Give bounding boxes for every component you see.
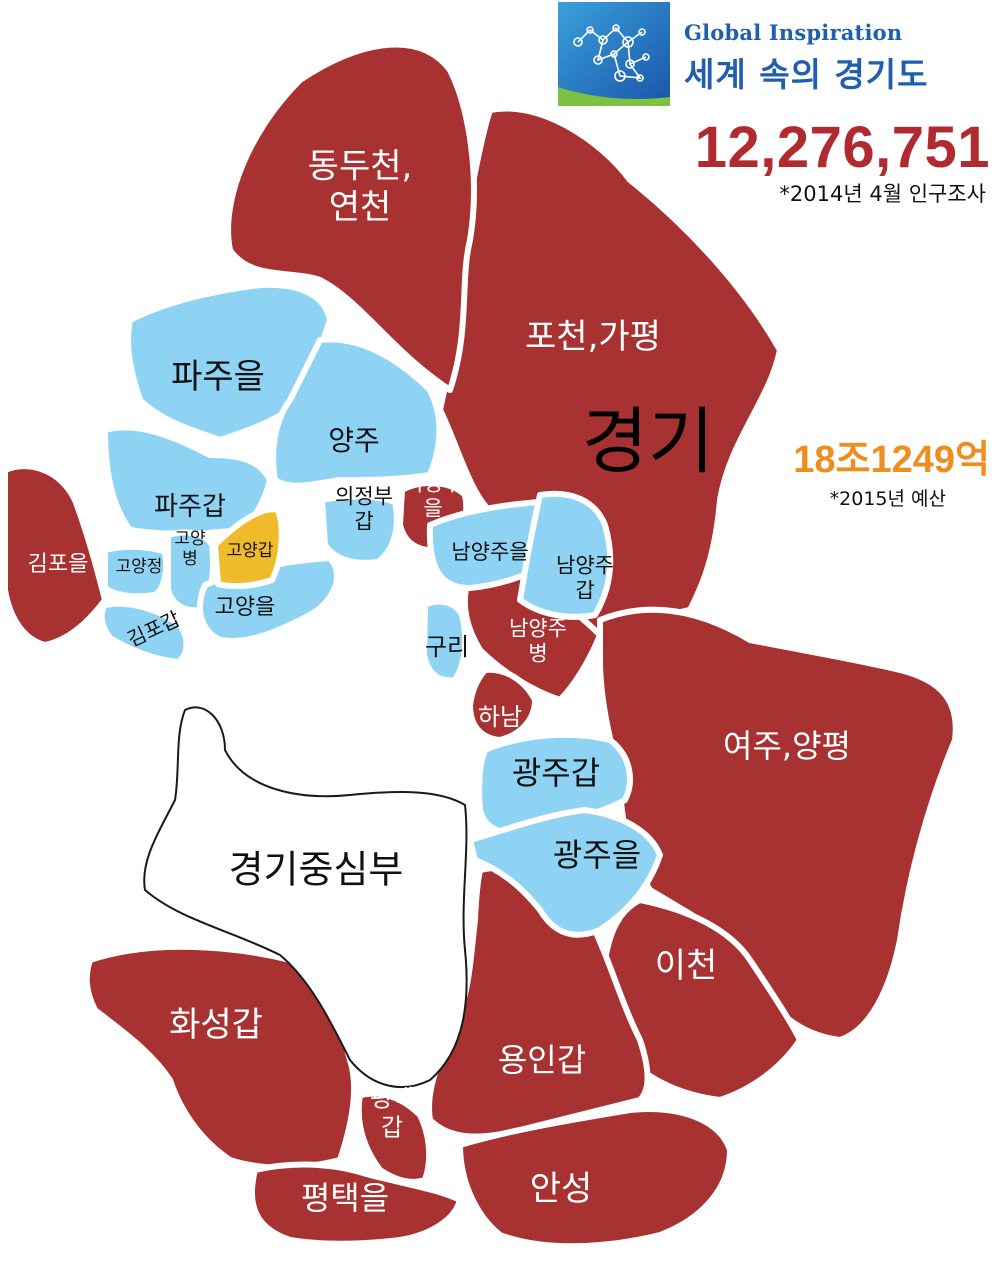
district-uijeongbu-eul-label: 의정부 을 bbox=[404, 471, 462, 520]
budget-note: *2015년 예산 bbox=[829, 488, 946, 510]
budget-value: 18조1249억 bbox=[793, 439, 990, 481]
district-gimpo-eul-label: 김포을 bbox=[28, 552, 89, 577]
district-icheon-label: 이천 bbox=[655, 946, 718, 986]
district-yongin-gap-label: 용인갑 bbox=[498, 1041, 586, 1079]
district-pyeongtaek-gap[interactable] bbox=[355, 1090, 433, 1185]
population-value: 12,276,751 bbox=[694, 115, 990, 180]
gyeonggi-center-region[interactable] bbox=[143, 706, 468, 1089]
district-gwangju-eul[interactable] bbox=[467, 807, 663, 938]
district-yangju-label: 양주 bbox=[328, 424, 380, 457]
district-goyang-eul-label: 고양을 bbox=[215, 595, 276, 620]
province-label: 경기 bbox=[582, 400, 714, 484]
district-dongducheon-yeoncheon-label: 동두천, 연천 bbox=[308, 146, 413, 227]
district-gwangju-eul-label: 광주을 bbox=[553, 836, 641, 874]
district-goyang-jeong-label: 고양정 bbox=[116, 557, 163, 577]
district-goyang-gap-label: 고양갑 bbox=[227, 541, 274, 561]
district-paju-eul-label: 파주을 bbox=[171, 357, 265, 397]
district-namyangju-gap-label: 남양주 갑 bbox=[556, 553, 614, 602]
population-note: *2014년 4월 인구조사 bbox=[779, 182, 986, 206]
district-goyang-byeong-label: 고양 병 bbox=[174, 529, 205, 569]
district-pyeongtaek-eul[interactable] bbox=[248, 1161, 463, 1247]
district-namyangju-eul-label: 남양주을 bbox=[451, 540, 528, 564]
district-paju-gap-label: 파주갑 bbox=[154, 492, 226, 522]
header-panel: Global Inspiration 세계 속의 경기도 12,276,751 … bbox=[556, 2, 996, 222]
district-hanam-label: 하남 bbox=[478, 703, 522, 731]
district-namyangju-byeong-label: 남양주 병 bbox=[509, 616, 567, 665]
district-namyangju-gap[interactable] bbox=[517, 490, 614, 620]
globe-network-logo-icon bbox=[558, 2, 670, 106]
district-gimpo-gap[interactable] bbox=[98, 600, 190, 665]
center-region-label: 경기중심부 bbox=[229, 848, 404, 892]
district-anseong[interactable] bbox=[457, 1106, 733, 1250]
district-guri-label: 구리 bbox=[425, 633, 469, 661]
district-yangju[interactable] bbox=[270, 336, 443, 489]
district-yeoju-yangpyeong-label: 여주,양평 bbox=[723, 727, 851, 765]
district-gwangju-gap-label: 광주갑 bbox=[512, 754, 600, 792]
brand-english: Global Inspiration bbox=[684, 20, 903, 45]
district-hanam[interactable] bbox=[467, 666, 538, 743]
district-pocheon-gapyeong-label: 포천,가평 bbox=[525, 317, 661, 357]
district-hwaseong-gap-label: 화성갑 bbox=[169, 1005, 263, 1045]
district-gimpo-eul[interactable] bbox=[2, 463, 108, 648]
brand-korean: 세계 속의 경기도 bbox=[684, 55, 929, 94]
budget-panel: 18조1249억 *2015년 예산 bbox=[760, 428, 996, 518]
district-goyang-jeong[interactable] bbox=[102, 543, 170, 600]
district-pyeongtaek-gap-label: 평택 갑 bbox=[370, 1085, 414, 1142]
district-goyang-gap[interactable] bbox=[212, 506, 285, 590]
district-dongducheon-yeoncheon[interactable] bbox=[225, 41, 477, 393]
district-guri[interactable] bbox=[421, 598, 469, 684]
district-pyeongtaek-eul-label: 평택을 bbox=[301, 1179, 389, 1217]
district-uijeongbu-gap-label: 의정부 갑 bbox=[335, 484, 393, 533]
district-anseong-label: 안성 bbox=[530, 1169, 593, 1209]
district-uijeongbu-gap[interactable] bbox=[319, 493, 400, 566]
